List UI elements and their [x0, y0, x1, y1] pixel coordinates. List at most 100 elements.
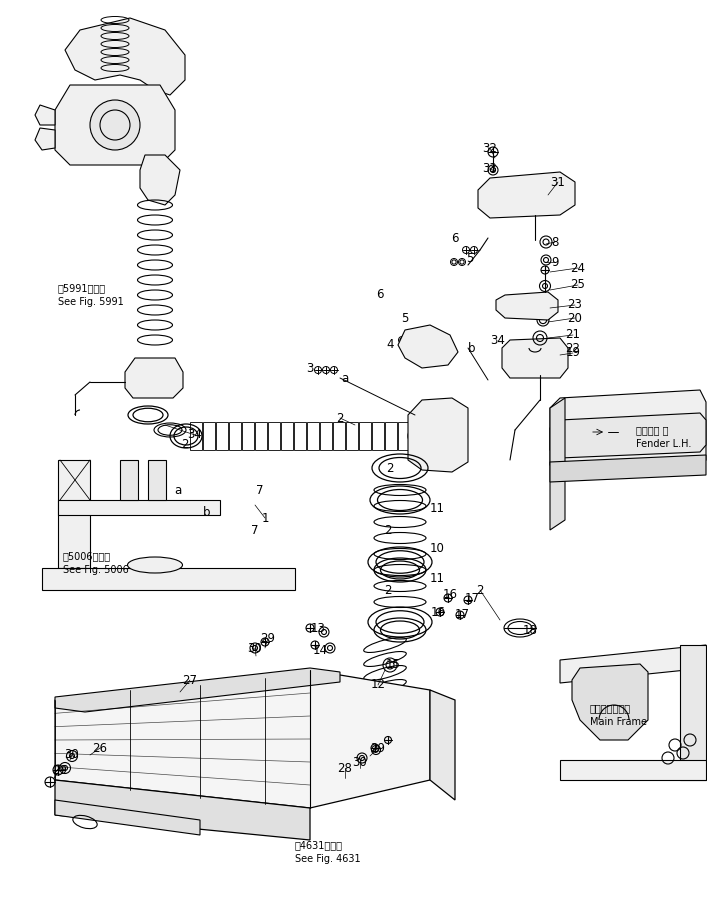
Text: 23: 23	[568, 298, 583, 311]
Text: 29: 29	[260, 631, 276, 645]
Text: 27: 27	[182, 674, 197, 687]
Polygon shape	[35, 128, 55, 150]
Text: See Fig. 5006: See Fig. 5006	[63, 565, 129, 575]
Bar	[229, 422, 241, 450]
Text: b: b	[203, 505, 211, 518]
Text: 9: 9	[551, 256, 559, 269]
Polygon shape	[35, 105, 55, 125]
Bar	[346, 422, 358, 450]
Text: 第5991図参照: 第5991図参照	[58, 283, 106, 293]
Text: 2: 2	[477, 583, 484, 597]
Text: See Fig. 5991: See Fig. 5991	[58, 297, 124, 307]
Text: 34: 34	[187, 429, 202, 442]
Polygon shape	[550, 390, 706, 475]
Text: 24: 24	[571, 261, 585, 274]
Text: 28: 28	[337, 761, 352, 774]
Polygon shape	[560, 645, 706, 683]
Text: 6: 6	[376, 288, 384, 301]
Text: 20: 20	[568, 311, 583, 324]
Text: b: b	[468, 342, 476, 355]
Text: 12: 12	[370, 678, 385, 691]
Polygon shape	[680, 645, 706, 780]
Text: 21: 21	[566, 329, 580, 342]
Bar	[398, 422, 410, 450]
Bar	[255, 422, 267, 450]
Polygon shape	[140, 155, 180, 205]
Bar	[359, 422, 371, 450]
Polygon shape	[120, 460, 138, 500]
Text: 33: 33	[483, 162, 498, 175]
Text: 2: 2	[384, 583, 392, 597]
Text: 17: 17	[464, 591, 479, 604]
Text: 30: 30	[353, 756, 368, 769]
Polygon shape	[58, 460, 90, 568]
Text: 2: 2	[337, 411, 344, 424]
Bar	[320, 422, 332, 450]
Polygon shape	[398, 325, 458, 368]
Text: 13: 13	[310, 622, 325, 635]
Text: 22: 22	[566, 342, 580, 355]
Text: 11: 11	[429, 502, 445, 515]
Bar	[294, 422, 306, 450]
Text: 7: 7	[256, 483, 264, 496]
Polygon shape	[572, 664, 648, 740]
Text: 8: 8	[551, 236, 559, 249]
Bar	[242, 422, 254, 450]
Text: 1: 1	[262, 512, 269, 525]
Text: 10: 10	[430, 541, 445, 554]
Text: 29: 29	[370, 741, 385, 755]
Polygon shape	[502, 338, 568, 378]
Polygon shape	[55, 670, 430, 808]
Text: 14: 14	[312, 643, 327, 656]
Text: 30: 30	[247, 641, 262, 654]
Polygon shape	[560, 760, 706, 780]
Polygon shape	[55, 85, 175, 165]
Bar	[268, 422, 280, 450]
Text: 2: 2	[181, 439, 189, 452]
Polygon shape	[478, 172, 575, 218]
Polygon shape	[42, 568, 295, 590]
Bar	[372, 422, 384, 450]
Text: a: a	[341, 371, 349, 384]
Text: 29: 29	[52, 763, 67, 776]
Polygon shape	[55, 668, 340, 712]
Polygon shape	[125, 358, 183, 398]
Bar	[411, 422, 423, 450]
Text: 15: 15	[385, 659, 400, 672]
Text: 6: 6	[451, 232, 459, 245]
Text: 第5006図参照: 第5006図参照	[63, 551, 111, 561]
Text: 31: 31	[551, 176, 566, 188]
Polygon shape	[550, 455, 706, 482]
Text: フェンダ 左: フェンダ 左	[636, 425, 669, 435]
Text: 16: 16	[443, 589, 457, 602]
Bar	[385, 422, 397, 450]
Text: 32: 32	[483, 141, 498, 154]
Text: 2: 2	[384, 524, 392, 537]
Bar	[190, 422, 202, 450]
Bar	[281, 422, 293, 450]
Text: 第4631図参照: 第4631図参照	[295, 840, 343, 850]
Text: 19: 19	[566, 346, 580, 359]
Polygon shape	[430, 690, 455, 800]
Circle shape	[90, 100, 140, 150]
Polygon shape	[550, 413, 706, 458]
Text: Fender L.H.: Fender L.H.	[636, 439, 691, 449]
Polygon shape	[55, 800, 200, 835]
Polygon shape	[55, 780, 310, 840]
Bar	[333, 422, 345, 450]
Text: 18: 18	[522, 624, 537, 637]
Text: 34: 34	[491, 334, 506, 346]
Text: 25: 25	[571, 278, 585, 291]
Polygon shape	[496, 292, 558, 320]
Polygon shape	[65, 18, 185, 95]
Text: 4: 4	[386, 338, 394, 351]
Bar	[307, 422, 319, 450]
Text: 7: 7	[251, 524, 259, 537]
Polygon shape	[550, 398, 565, 530]
Polygon shape	[148, 460, 166, 500]
Bar	[203, 422, 215, 450]
Text: メインフレーム: メインフレーム	[590, 703, 631, 713]
Text: Main Frame: Main Frame	[590, 717, 647, 727]
Text: 30: 30	[64, 748, 79, 761]
Text: a: a	[175, 483, 182, 496]
